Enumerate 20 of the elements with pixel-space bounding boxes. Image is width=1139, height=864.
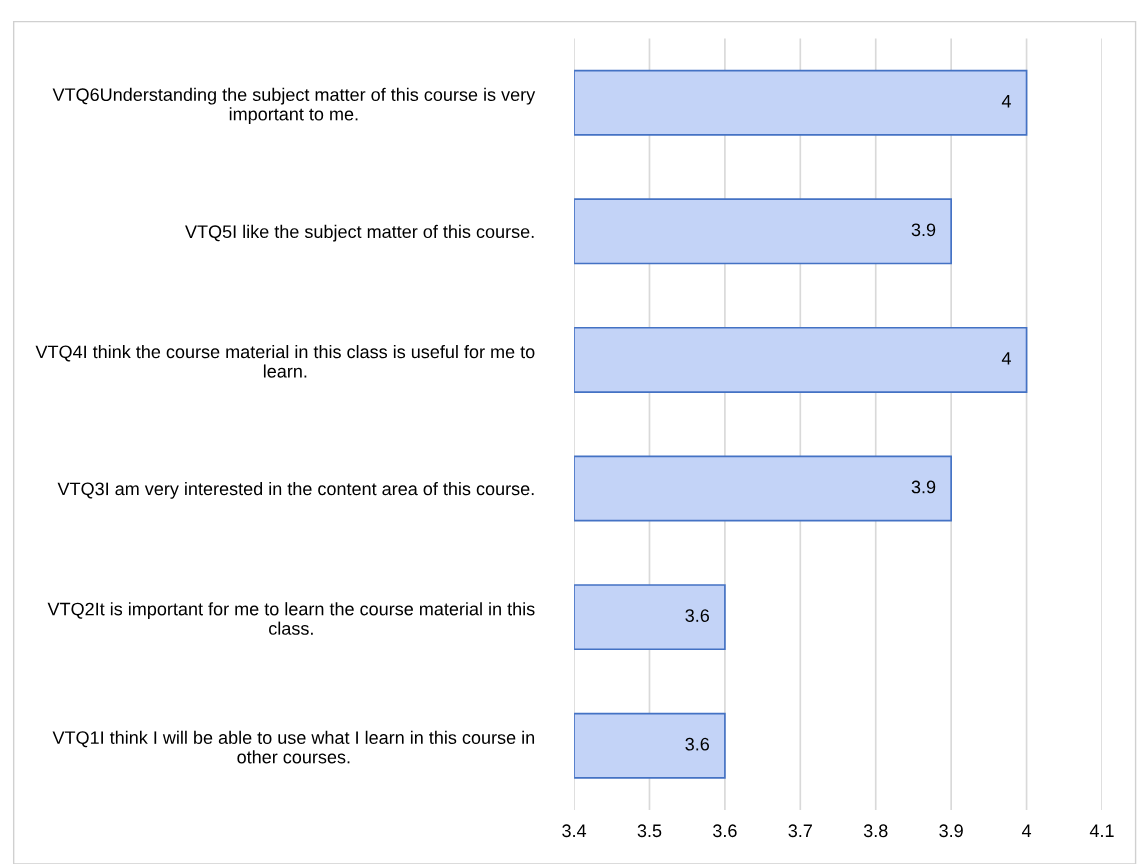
y-tick-label: VTQ5I like the subject matter of this course. <box>185 224 534 242</box>
x-tick-label: 3.8 <box>863 824 888 838</box>
x-tick-label: 3.6 <box>713 824 737 838</box>
data-label: 3.9 <box>911 480 936 494</box>
data-label: 4 <box>1001 94 1011 108</box>
x-tick-label: 3.5 <box>637 824 662 838</box>
x-tick-label: 4 <box>1021 824 1032 837</box>
y-tick-label: VTQ3I am very interested in the content area of this course. <box>57 481 534 499</box>
y-tick-label: VTQ6Understanding the subject matter of this course is very important to me. <box>52 87 536 125</box>
data-label: 4 <box>1001 352 1011 365</box>
y-tick-label: VTQ1I think I will be able to use what I learn in this course in other courses. <box>52 730 535 764</box>
x-tick-label: 3.9 <box>939 824 963 838</box>
data-label: 3.9 <box>911 223 936 237</box>
x-tick-label: 3.4 <box>562 824 587 838</box>
x-tick-label: 3.7 <box>788 824 812 838</box>
data-label: 3.6 <box>685 609 710 622</box>
data-label: 3.6 <box>685 737 710 751</box>
y-tick-label: VTQ2It is important for me to learn the course material in this class. <box>47 602 535 635</box>
y-tick-label: VTQ4I think the course material in this class is useful for me to learn. <box>35 344 535 378</box>
x-tick-label: 4.1 <box>1089 824 1114 837</box>
